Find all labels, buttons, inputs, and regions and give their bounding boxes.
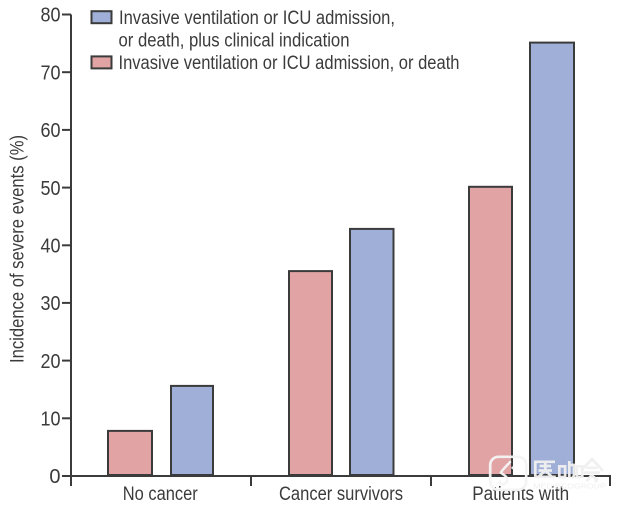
svg-text:70: 70 [41, 62, 61, 84]
svg-text:10: 10 [41, 409, 61, 431]
svg-text:40: 40 [41, 236, 61, 258]
svg-text:80: 80 [41, 5, 61, 27]
svg-text:50: 50 [41, 178, 61, 200]
svg-text:30: 30 [41, 293, 61, 315]
svg-text:Cancer survivors: Cancer survivors [279, 484, 403, 505]
svg-text:No cancer: No cancer [123, 484, 199, 505]
svg-text:MEDIECOGROUP: MEDIECOGROUP [533, 482, 605, 491]
svg-text:Invasive ventilation or ICU ad: Invasive ventilation or ICU admission, o… [119, 53, 460, 74]
svg-text:Incidence of severe events (%): Incidence of severe events (%) [8, 135, 29, 363]
svg-text:0: 0 [49, 466, 60, 488]
svg-text:60: 60 [41, 120, 61, 142]
svg-text:20: 20 [41, 351, 61, 373]
svg-text:or death, plus clinical indica: or death, plus clinical indication [119, 30, 350, 51]
svg-text:Invasive ventilation or ICU ad: Invasive ventilation or ICU admission, [119, 8, 395, 29]
